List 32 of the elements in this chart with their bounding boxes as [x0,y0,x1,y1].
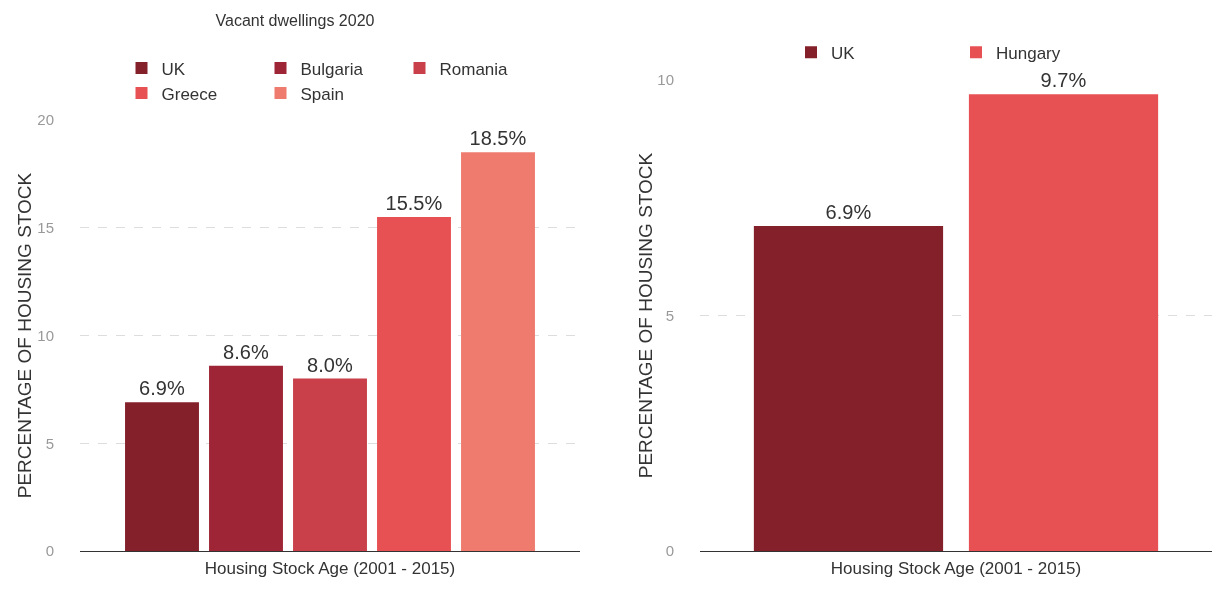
chart-title: Vacant dwellings 2020 [215,12,375,30]
data-label: 6.9% [139,377,185,400]
y-tick-label: 0 [665,542,674,560]
legend-label: Spain [300,84,344,104]
y-axis-title: PERCENTAGE OF HOUSING STOCK [14,172,36,499]
data-label: 8.6% [223,340,269,363]
bar [209,365,283,551]
y-axis-title: PERCENTAGE OF HOUSING STOCK [635,152,656,479]
data-label: 18.5% [469,127,527,150]
data-label: 15.5% [385,191,443,214]
y-tick-label: 5 [665,306,674,324]
bar [293,378,367,551]
legend-label: Hungary [996,43,1061,63]
legend-label: Bulgaria [300,59,364,79]
y-tick-label: 0 [45,542,54,560]
legend-label: Romania [439,59,509,79]
y-tick-label: 20 [37,111,54,129]
y-tick-label: 10 [37,326,54,344]
bar [461,152,535,551]
data-label: 8.0% [307,353,353,376]
data-label: 6.9% [825,201,872,224]
y-tick-label: 15 [37,219,54,236]
x-axis-title: Housing Stock Age (2001 - 2015) [830,558,1082,578]
legend-label: Greece [161,84,218,104]
data-label: 9.7% [1040,69,1087,92]
legend-label: UK [831,43,856,63]
y-tick-label: 10 [657,71,674,89]
x-axis-title: Housing Stock Age (2001 - 2015) [204,558,456,578]
y-tick-label: 5 [45,434,54,452]
bar [125,402,199,551]
legend-label: UK [161,59,186,79]
bar [377,216,451,551]
